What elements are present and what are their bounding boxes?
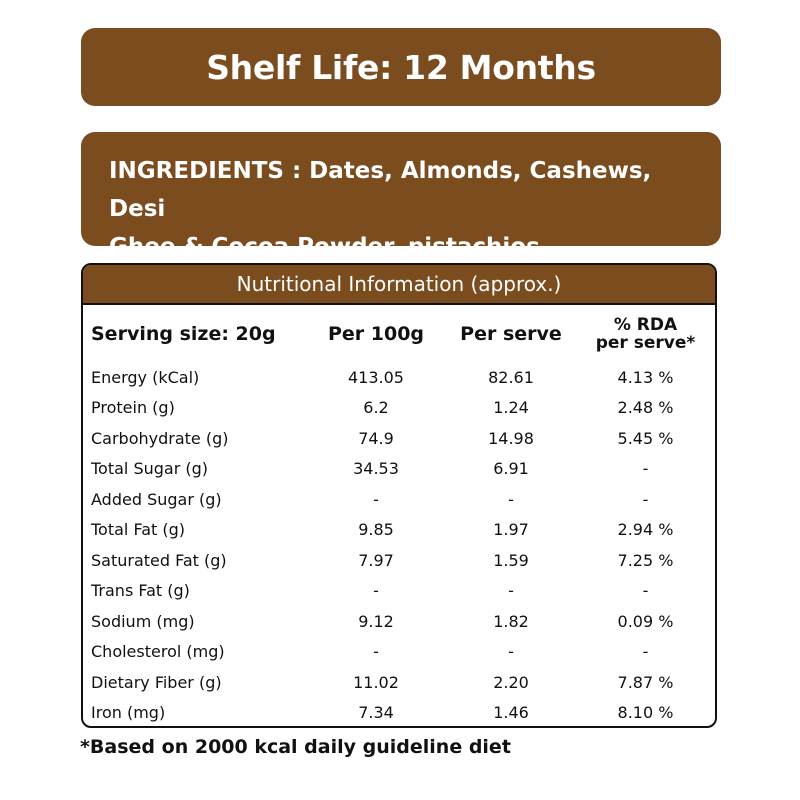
nutrition-header-row: Serving size: 20g Per 100g Per serve % R… bbox=[83, 305, 715, 362]
rda-value: 5.45 % bbox=[617, 428, 674, 448]
ingredients-line-1: INGREDIENTS : Dates, Almonds, Cashews, D… bbox=[109, 158, 652, 222]
table-row: Cholesterol (mg) - - - bbox=[83, 637, 715, 668]
nutrient-name: Cholesterol (mg) bbox=[91, 642, 225, 662]
per-100g-value: 7.97 bbox=[358, 550, 394, 570]
per-serve-value: - bbox=[508, 489, 514, 509]
rda-value: - bbox=[642, 459, 649, 479]
nutrient-name: Dietary Fiber (g) bbox=[91, 672, 222, 692]
header-per-100g: Per 100g bbox=[327, 322, 425, 345]
per-serve-value: - bbox=[508, 581, 514, 601]
rda-value: 4.13 % bbox=[617, 367, 674, 387]
per-100g-value: 9.12 bbox=[358, 611, 394, 631]
per-100g-value: 413.05 bbox=[348, 367, 404, 387]
rda-value: 7.87 % bbox=[617, 672, 674, 692]
per-serve-value: 14.98 bbox=[488, 428, 534, 448]
per-serve-value: 1.24 bbox=[493, 398, 529, 418]
per-100g-value: 34.53 bbox=[353, 459, 399, 479]
per-serve-value: 1.82 bbox=[493, 611, 529, 631]
nutrition-rows: Energy (kCal) 413.05 82.61 4.13 % Protein (g… bbox=[83, 362, 715, 727]
rda-value: 2.94 % bbox=[617, 520, 674, 540]
nutrient-name: Energy (kCal) bbox=[91, 367, 200, 387]
table-row: Saturated Fat (g) 7.97 1.59 7.25 % bbox=[83, 545, 715, 576]
per-100g-value: 6.2 bbox=[363, 398, 389, 418]
nutrient-name: Protein (g) bbox=[91, 398, 175, 418]
per-100g-value: - bbox=[373, 581, 379, 601]
rda-value: - bbox=[642, 489, 649, 509]
per-serve-value: 2.20 bbox=[493, 672, 529, 692]
header-per-serve: Per serve bbox=[460, 322, 562, 345]
per-serve-value: 1.46 bbox=[493, 703, 529, 723]
per-100g-value: 74.9 bbox=[358, 428, 394, 448]
header-rda-line-1: % RDA bbox=[613, 314, 678, 335]
rda-value: - bbox=[642, 642, 649, 662]
ingredients-line-2: Ghee & Cocoa Powder, pistachios bbox=[109, 234, 540, 260]
table-row: Energy (kCal) 413.05 82.61 4.13 % bbox=[83, 362, 715, 393]
ingredients-banner: INGREDIENTS : Dates, Almonds, Cashews, D… bbox=[81, 132, 721, 260]
table-row: Total Sugar (g) 34.53 6.91 - bbox=[83, 454, 715, 485]
per-100g-value: 7.34 bbox=[358, 703, 394, 723]
shelf-life-text: Shelf Life: 12 Months bbox=[206, 47, 596, 87]
rda-value: 8.10 % bbox=[617, 703, 674, 723]
nutrient-name: Sodium (mg) bbox=[91, 611, 195, 631]
table-row: Total Fat (g) 9.85 1.97 2.94 % bbox=[83, 515, 715, 546]
footnote: *Based on 2000 kcal daily guideline diet bbox=[80, 736, 511, 758]
header-serving-size: Serving size: 20g bbox=[91, 322, 276, 345]
table-row: Iron (mg) 7.34 1.46 8.10 % bbox=[83, 698, 715, 727]
shelf-life-banner: Shelf Life: 12 Months bbox=[81, 28, 721, 106]
rda-value: 2.48 % bbox=[617, 398, 674, 418]
nutrient-name: Total Sugar (g) bbox=[91, 459, 209, 479]
table-row: Trans Fat (g) - - - bbox=[83, 576, 715, 607]
header-rda: % RDA per serve* bbox=[576, 305, 715, 362]
table-row: Added Sugar (g) - - - bbox=[83, 484, 715, 515]
table-row: Dietary Fiber (g) 11.02 2.20 7.87 % bbox=[83, 667, 715, 698]
per-serve-value: 6.91 bbox=[493, 459, 529, 479]
nutrition-table: Serving size: 20g Per 100g Per serve % R… bbox=[83, 305, 715, 727]
per-100g-value: 11.02 bbox=[353, 672, 399, 692]
rda-value: 0.09 % bbox=[617, 611, 674, 631]
table-row: Carbohydrate (g) 74.9 14.98 5.45 % bbox=[83, 423, 715, 454]
per-serve-value: 82.61 bbox=[488, 367, 534, 387]
rda-value: - bbox=[642, 581, 649, 601]
rda-value: 7.25 % bbox=[617, 550, 674, 570]
per-100g-value: 9.85 bbox=[358, 520, 394, 540]
per-serve-value: 1.97 bbox=[493, 520, 529, 540]
per-serve-value: 1.59 bbox=[493, 550, 529, 570]
table-row: Sodium (mg) 9.12 1.82 0.09 % bbox=[83, 606, 715, 637]
nutrient-name: Iron (mg) bbox=[91, 703, 166, 723]
nutrient-name: Saturated Fat (g) bbox=[91, 550, 227, 570]
nutrient-name: Trans Fat (g) bbox=[91, 581, 190, 601]
per-100g-value: - bbox=[373, 642, 379, 662]
per-serve-value: - bbox=[508, 642, 514, 662]
nutrient-name: Added Sugar (g) bbox=[91, 489, 222, 509]
table-row: Protein (g) 6.2 1.24 2.48 % bbox=[83, 393, 715, 424]
nutrient-name: Carbohydrate (g) bbox=[91, 428, 229, 448]
nutrient-name: Total Fat (g) bbox=[91, 520, 185, 540]
nutrition-panel: Nutritional Information (approx.) Servin… bbox=[81, 263, 717, 728]
header-rda-line-2: per serve* bbox=[595, 332, 696, 353]
nutrition-title: Nutritional Information (approx.) bbox=[83, 265, 715, 305]
per-100g-value: - bbox=[373, 489, 379, 509]
